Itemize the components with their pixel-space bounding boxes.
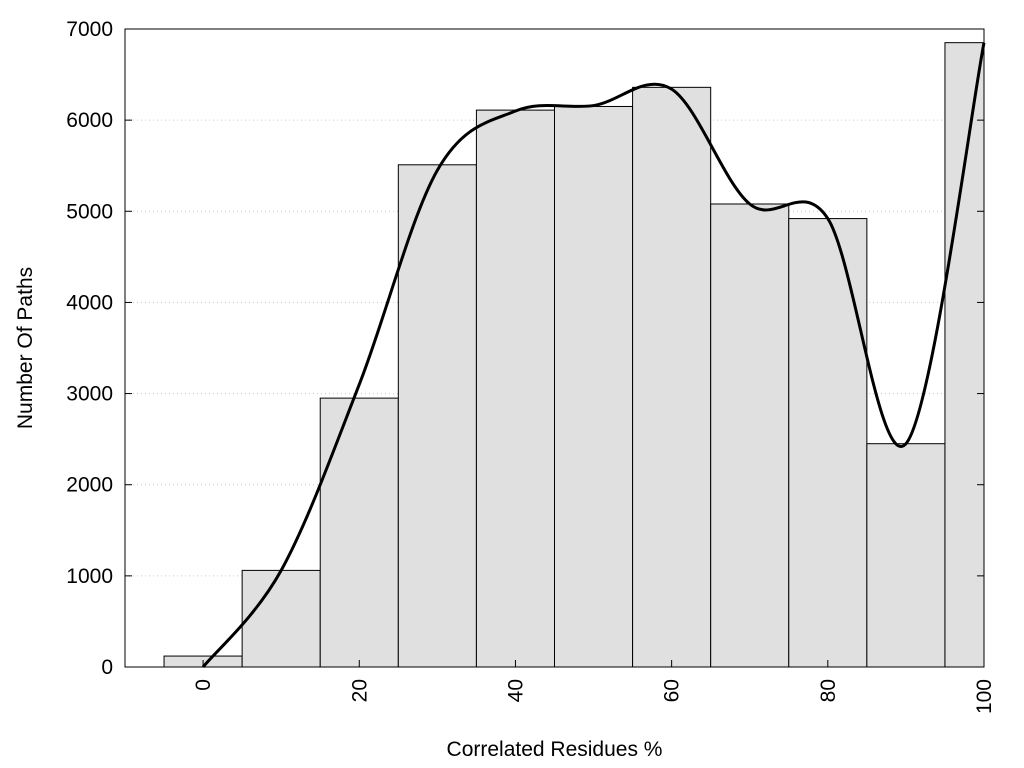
- bar: [944, 42, 985, 668]
- y-axis-ticks: 0 1000 2000 3000 4000 5000 6000 7000: [66, 18, 984, 679]
- bar: [554, 105, 634, 668]
- bars: [163, 42, 985, 668]
- x-tick-label: 60: [661, 679, 684, 702]
- fit-curve-layer: [201, 42, 986, 668]
- bar: [788, 218, 868, 668]
- x-axis-ticks: 0 20 40 60 80 100: [192, 660, 996, 714]
- y-tick-label: 4000: [66, 291, 113, 314]
- y-tick-label: 1000: [66, 565, 113, 588]
- y-axis-title: Number Of Paths: [14, 267, 37, 429]
- x-tick-label: 80: [817, 679, 840, 702]
- y-tick-label: 0: [101, 656, 113, 679]
- x-tick-label: 0: [192, 679, 215, 691]
- x-tick-label: 40: [504, 679, 527, 702]
- bar: [632, 86, 712, 668]
- x-axis-title: Correlated Residues %: [447, 738, 663, 761]
- fit-curve: [201, 42, 986, 668]
- bar: [397, 164, 477, 668]
- y-tick-label: 7000: [66, 18, 113, 41]
- bar: [475, 109, 555, 668]
- plot-frame: [124, 28, 985, 668]
- y-tick-label: 5000: [66, 200, 113, 223]
- bar: [866, 443, 946, 668]
- x-tick-label: 100: [973, 679, 996, 714]
- bar: [319, 397, 399, 668]
- y-tick-label: 6000: [66, 109, 113, 132]
- bar: [241, 569, 321, 668]
- bar: [710, 203, 790, 668]
- y-tick-label: 2000: [66, 474, 113, 497]
- x-tick-label: 20: [348, 679, 371, 702]
- y-tick-label: 3000: [66, 383, 113, 406]
